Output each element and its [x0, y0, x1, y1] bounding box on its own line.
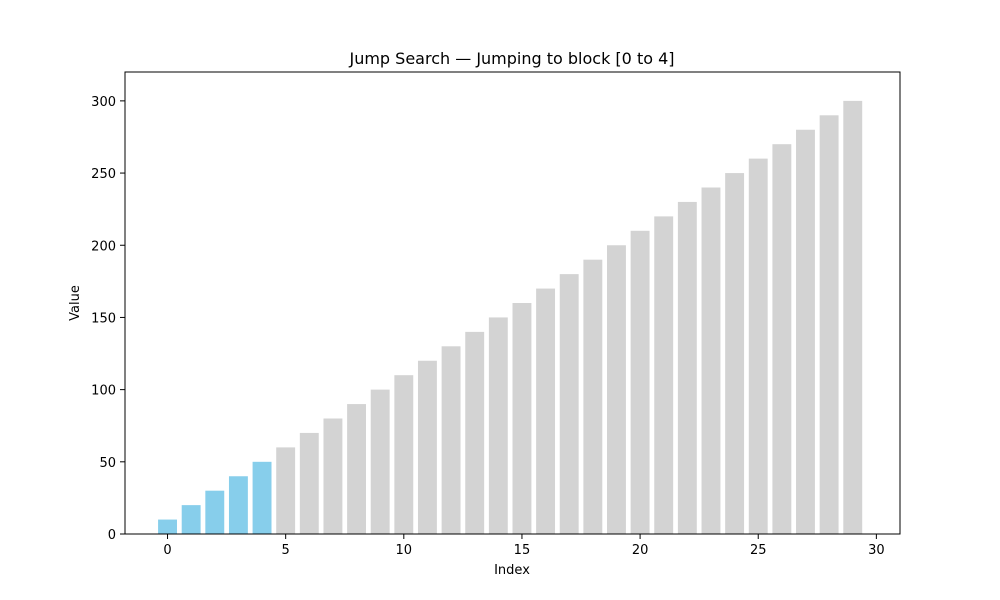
y-axis-label: Value — [68, 285, 83, 321]
bar-17 — [559, 274, 579, 534]
bar-23 — [701, 187, 721, 534]
bar-2 — [205, 490, 225, 534]
bar-11 — [417, 360, 437, 534]
bar-20 — [630, 230, 650, 534]
bar-8 — [347, 404, 367, 534]
bar-16 — [536, 288, 556, 534]
bar-21 — [654, 216, 674, 534]
bar-4 — [252, 461, 272, 534]
bar-28 — [819, 115, 839, 534]
y-tick-label: 300 — [91, 95, 116, 110]
chart-title: Jump Search — Jumping to block [0 to 4] — [348, 49, 674, 68]
y-axis-ticks: 0 50 100 150 200 250 300 — [91, 95, 125, 543]
bar-26 — [772, 144, 792, 534]
y-tick-label: 50 — [99, 456, 116, 471]
x-tick-label: 15 — [514, 543, 531, 558]
bar-9 — [370, 389, 390, 534]
bar-19 — [607, 245, 626, 534]
bars — [158, 100, 863, 534]
x-tick-label: 30 — [868, 543, 885, 558]
bar-0 — [158, 519, 177, 534]
bar-29 — [843, 100, 863, 534]
y-tick-label: 200 — [91, 239, 116, 254]
bar-18 — [583, 259, 603, 534]
bar-25 — [748, 158, 768, 534]
bar-14 — [488, 317, 508, 534]
y-tick-label: 250 — [91, 167, 116, 182]
bar-12 — [441, 346, 461, 534]
x-tick-label: 5 — [282, 543, 290, 558]
bar-15 — [512, 303, 532, 534]
x-axis-label: Index — [494, 563, 530, 578]
y-tick-label: 0 — [108, 528, 116, 543]
x-tick-label: 10 — [396, 543, 413, 558]
y-tick-label: 100 — [91, 384, 116, 399]
bar-6 — [299, 432, 319, 534]
x-tick-label: 25 — [750, 543, 767, 558]
bar-27 — [796, 129, 815, 534]
x-axis-ticks: 0 5 10 15 20 25 30 — [163, 534, 885, 558]
y-tick-label: 150 — [91, 311, 116, 326]
x-tick-label: 20 — [632, 543, 649, 558]
bar-10 — [394, 375, 414, 534]
bar-3 — [228, 476, 248, 534]
bar-24 — [725, 173, 745, 534]
bar-1 — [181, 505, 201, 534]
bar-13 — [465, 331, 485, 534]
x-tick-label: 0 — [163, 543, 171, 558]
bar-7 — [323, 418, 343, 534]
bar-22 — [677, 201, 697, 534]
plot-frame — [124, 71, 901, 535]
bar-5 — [276, 447, 296, 534]
